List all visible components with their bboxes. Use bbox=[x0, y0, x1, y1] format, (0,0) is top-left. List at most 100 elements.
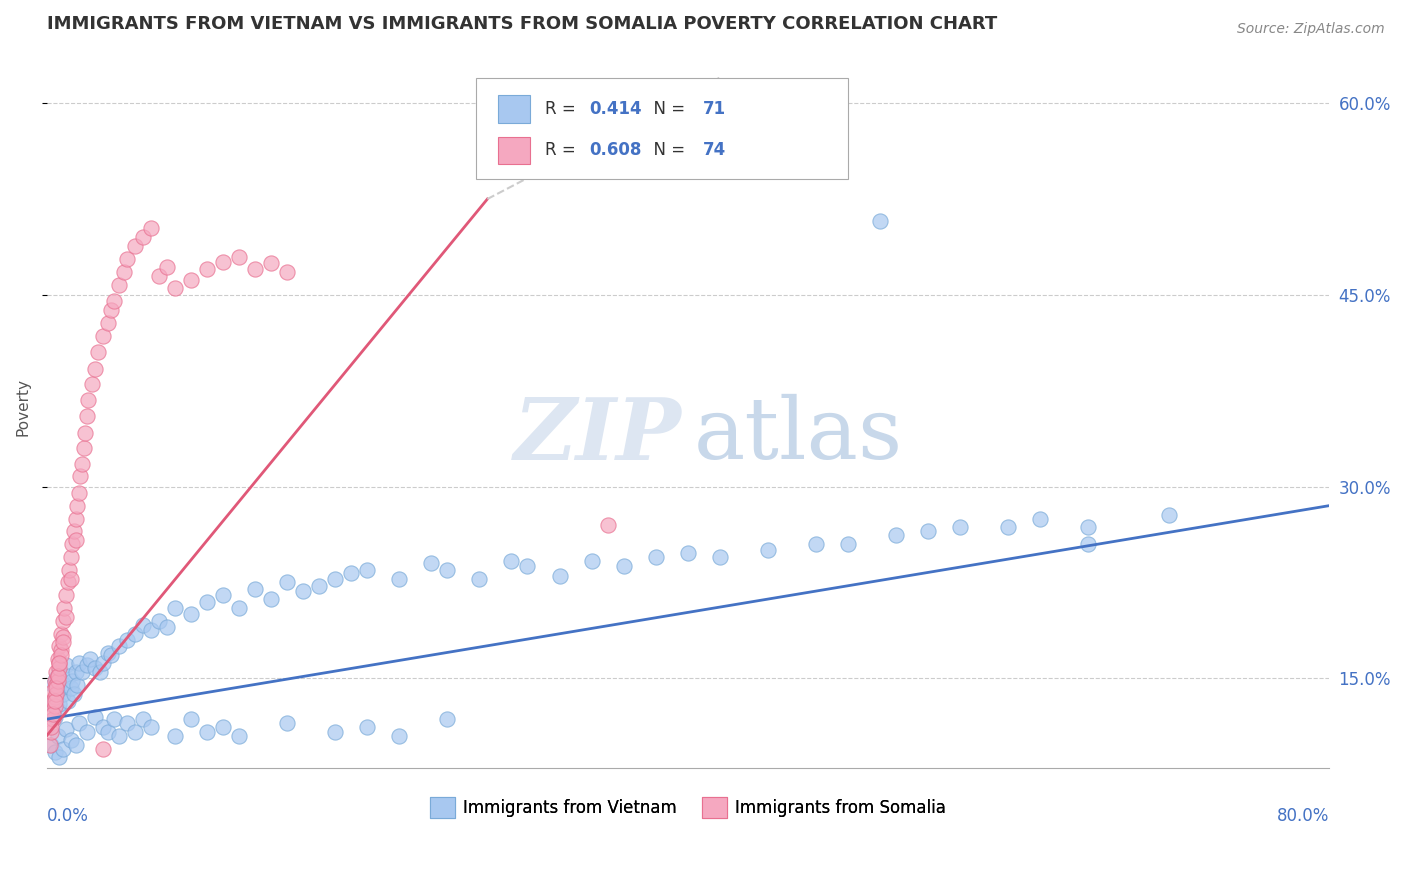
Point bbox=[46, 684, 69, 698]
Point bbox=[436, 712, 458, 726]
Point bbox=[148, 268, 170, 283]
Point bbox=[48, 640, 70, 654]
Point bbox=[53, 601, 76, 615]
Point bbox=[644, 549, 666, 564]
Point bbox=[42, 706, 65, 721]
Point bbox=[112, 265, 135, 279]
Text: N =: N = bbox=[643, 100, 690, 119]
Point bbox=[581, 554, 603, 568]
Point bbox=[1077, 520, 1099, 534]
Point bbox=[89, 665, 111, 679]
Point bbox=[949, 520, 972, 534]
Point bbox=[46, 669, 69, 683]
Point bbox=[228, 601, 250, 615]
Point bbox=[212, 588, 235, 602]
Point bbox=[100, 303, 122, 318]
Point bbox=[55, 588, 77, 602]
Point bbox=[100, 648, 122, 663]
Point bbox=[388, 572, 411, 586]
Point bbox=[917, 524, 939, 539]
Point bbox=[276, 575, 298, 590]
Point bbox=[46, 673, 69, 688]
Point bbox=[44, 745, 66, 759]
Point bbox=[52, 635, 75, 649]
Point bbox=[1157, 508, 1180, 522]
Point bbox=[49, 626, 72, 640]
Point bbox=[41, 720, 63, 734]
Point bbox=[132, 230, 155, 244]
Point bbox=[67, 486, 90, 500]
Point bbox=[66, 678, 89, 692]
Point bbox=[356, 720, 378, 734]
Point bbox=[97, 646, 120, 660]
Text: R =: R = bbox=[546, 141, 582, 160]
Point bbox=[44, 709, 66, 723]
Text: 71: 71 bbox=[703, 100, 727, 119]
Point bbox=[48, 697, 70, 711]
Point bbox=[124, 239, 146, 253]
Point bbox=[58, 563, 80, 577]
Point bbox=[65, 533, 87, 548]
Text: 74: 74 bbox=[703, 141, 727, 160]
Point bbox=[91, 720, 114, 734]
Text: IMMIGRANTS FROM VIETNAM VS IMMIGRANTS FROM SOMALIA POVERTY CORRELATION CHART: IMMIGRANTS FROM VIETNAM VS IMMIGRANTS FR… bbox=[46, 15, 997, 33]
Point bbox=[139, 720, 162, 734]
Point bbox=[709, 549, 731, 564]
Point bbox=[323, 572, 346, 586]
Point bbox=[56, 694, 79, 708]
Point bbox=[243, 582, 266, 596]
FancyBboxPatch shape bbox=[498, 95, 530, 123]
Point bbox=[228, 250, 250, 264]
Point bbox=[97, 725, 120, 739]
Point bbox=[42, 684, 65, 698]
Point bbox=[156, 260, 179, 274]
Point bbox=[115, 716, 138, 731]
Text: N =: N = bbox=[643, 141, 690, 160]
Point bbox=[76, 409, 98, 424]
FancyBboxPatch shape bbox=[477, 78, 848, 179]
Point bbox=[997, 520, 1019, 534]
Text: 0.0%: 0.0% bbox=[46, 807, 89, 825]
Point bbox=[56, 575, 79, 590]
Point bbox=[180, 712, 202, 726]
Point bbox=[132, 617, 155, 632]
Point bbox=[38, 738, 60, 752]
Point bbox=[49, 673, 72, 688]
Point bbox=[53, 678, 76, 692]
Point bbox=[276, 716, 298, 731]
Point bbox=[195, 262, 218, 277]
Point bbox=[83, 362, 105, 376]
Point bbox=[65, 511, 87, 525]
Point bbox=[163, 601, 186, 615]
Text: R =: R = bbox=[546, 100, 582, 119]
Point bbox=[59, 732, 82, 747]
Point bbox=[756, 543, 779, 558]
Point bbox=[107, 729, 129, 743]
Point bbox=[41, 697, 63, 711]
Point bbox=[76, 725, 98, 739]
Point bbox=[70, 665, 93, 679]
Text: ZIP: ZIP bbox=[513, 393, 682, 477]
Point bbox=[139, 623, 162, 637]
Point bbox=[420, 556, 443, 570]
Point bbox=[115, 252, 138, 266]
Point bbox=[59, 549, 82, 564]
Point bbox=[228, 729, 250, 743]
Legend: Immigrants from Vietnam, Immigrants from Somalia: Immigrants from Vietnam, Immigrants from… bbox=[423, 790, 952, 824]
Point bbox=[75, 425, 97, 440]
Point bbox=[260, 256, 283, 270]
Point bbox=[124, 626, 146, 640]
Point bbox=[107, 640, 129, 654]
Point bbox=[884, 528, 907, 542]
Point bbox=[46, 652, 69, 666]
Point bbox=[132, 712, 155, 726]
Point bbox=[59, 681, 82, 696]
Point bbox=[139, 221, 162, 235]
Point bbox=[66, 499, 89, 513]
Point bbox=[42, 694, 65, 708]
Point bbox=[436, 563, 458, 577]
Point bbox=[41, 725, 63, 739]
Point bbox=[45, 690, 67, 705]
Text: 0.608: 0.608 bbox=[589, 141, 641, 160]
Point bbox=[59, 572, 82, 586]
